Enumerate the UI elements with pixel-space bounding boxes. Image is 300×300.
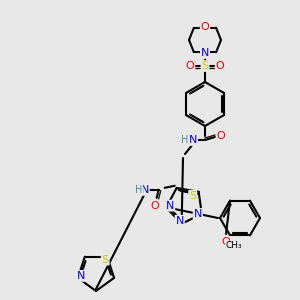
Text: CH₃: CH₃ xyxy=(226,242,242,250)
Text: N: N xyxy=(189,135,197,145)
Text: O: O xyxy=(150,201,159,211)
Text: N: N xyxy=(166,201,174,211)
Text: O: O xyxy=(186,61,194,71)
Text: O: O xyxy=(222,237,230,247)
Text: N: N xyxy=(194,209,202,219)
Text: O: O xyxy=(201,22,209,32)
Text: S: S xyxy=(201,61,208,71)
Text: H: H xyxy=(135,185,142,195)
Text: H: H xyxy=(181,135,189,145)
Text: O: O xyxy=(217,131,225,141)
Text: O: O xyxy=(216,61,224,71)
Text: N: N xyxy=(176,216,184,226)
Text: S: S xyxy=(102,255,109,265)
Text: S: S xyxy=(189,191,196,201)
Text: N: N xyxy=(140,185,149,195)
Text: N: N xyxy=(201,48,209,58)
Text: N: N xyxy=(77,271,85,281)
